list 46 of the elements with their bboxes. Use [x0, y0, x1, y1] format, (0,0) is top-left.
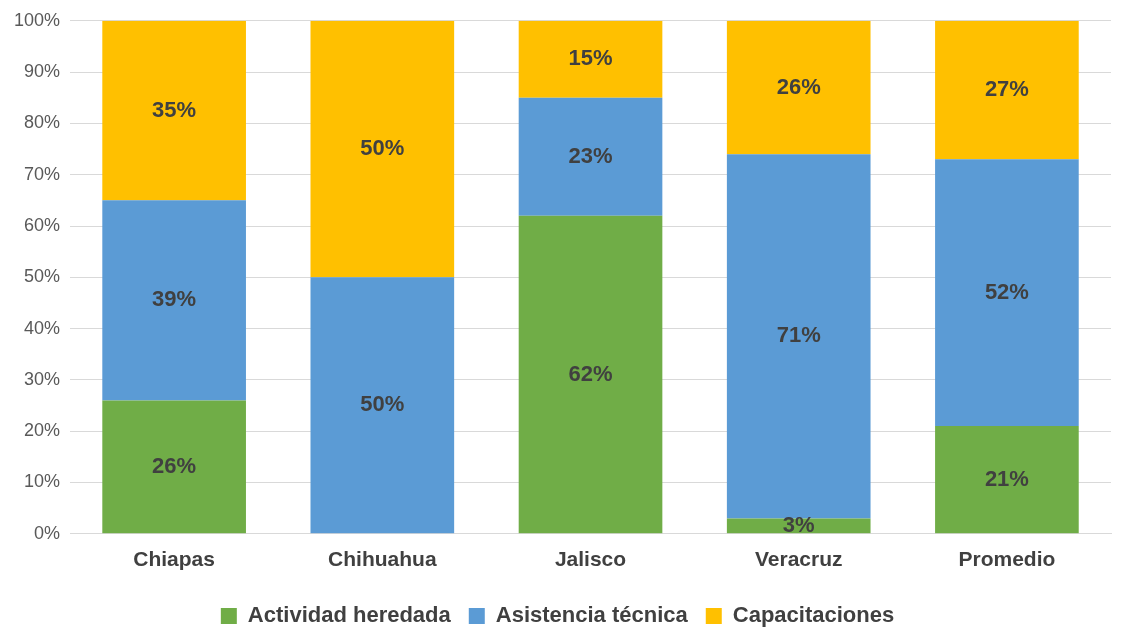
- x-tick-label: Chihuahua: [328, 547, 437, 571]
- bar: [102, 20, 246, 201]
- data-label: 52%: [984, 278, 1029, 304]
- data-label: 21%: [984, 465, 1029, 491]
- bar: [102, 200, 246, 401]
- data-label: 71%: [776, 322, 821, 348]
- bar: [518, 215, 663, 534]
- legend-label: Asistencia técnica: [495, 602, 689, 628]
- x-tick-label: Promedio: [958, 547, 1056, 571]
- y-tick-label: 70%: [24, 163, 61, 184]
- y-tick-label: 50%: [24, 266, 61, 287]
- data-label: 62%: [568, 360, 613, 386]
- y-tick-label: 20%: [24, 420, 61, 441]
- bar: [935, 426, 1079, 534]
- y-tick-label: 100%: [13, 9, 61, 30]
- data-label: 50%: [360, 391, 405, 417]
- data-label: 23%: [568, 142, 613, 168]
- data-label: 26%: [152, 452, 197, 478]
- x-tick-label: Chiapas: [133, 547, 215, 571]
- bar: [726, 20, 871, 155]
- y-tick-label: 60%: [24, 214, 61, 235]
- bar: [935, 159, 1079, 427]
- bar: [518, 20, 663, 98]
- bar: [935, 20, 1079, 160]
- y-tick-label: 10%: [24, 471, 61, 492]
- y-tick-label: 0%: [34, 522, 61, 543]
- bar: [518, 97, 663, 216]
- x-tick-label: Veracruz: [754, 547, 843, 571]
- y-tick-label: 30%: [24, 368, 61, 389]
- data-label: 39%: [152, 286, 197, 312]
- y-tick-label: 40%: [24, 317, 61, 338]
- legend-label: Capacitaciones: [732, 602, 895, 628]
- x-tick-label: Jalisco: [554, 547, 627, 571]
- data-label: 26%: [776, 73, 821, 99]
- data-label: 15%: [568, 45, 613, 71]
- bar: [726, 154, 871, 519]
- data-label: 27%: [984, 76, 1029, 102]
- bar: [310, 20, 455, 278]
- bar: [310, 277, 455, 534]
- data-label: 3%: [782, 511, 815, 537]
- y-tick-label: 80%: [24, 112, 61, 133]
- data-label: 50%: [360, 135, 405, 161]
- legend-label: Actividad heredada: [247, 602, 452, 628]
- data-label: 35%: [152, 96, 197, 122]
- bar: [102, 400, 246, 534]
- y-tick-label: 90%: [24, 61, 61, 82]
